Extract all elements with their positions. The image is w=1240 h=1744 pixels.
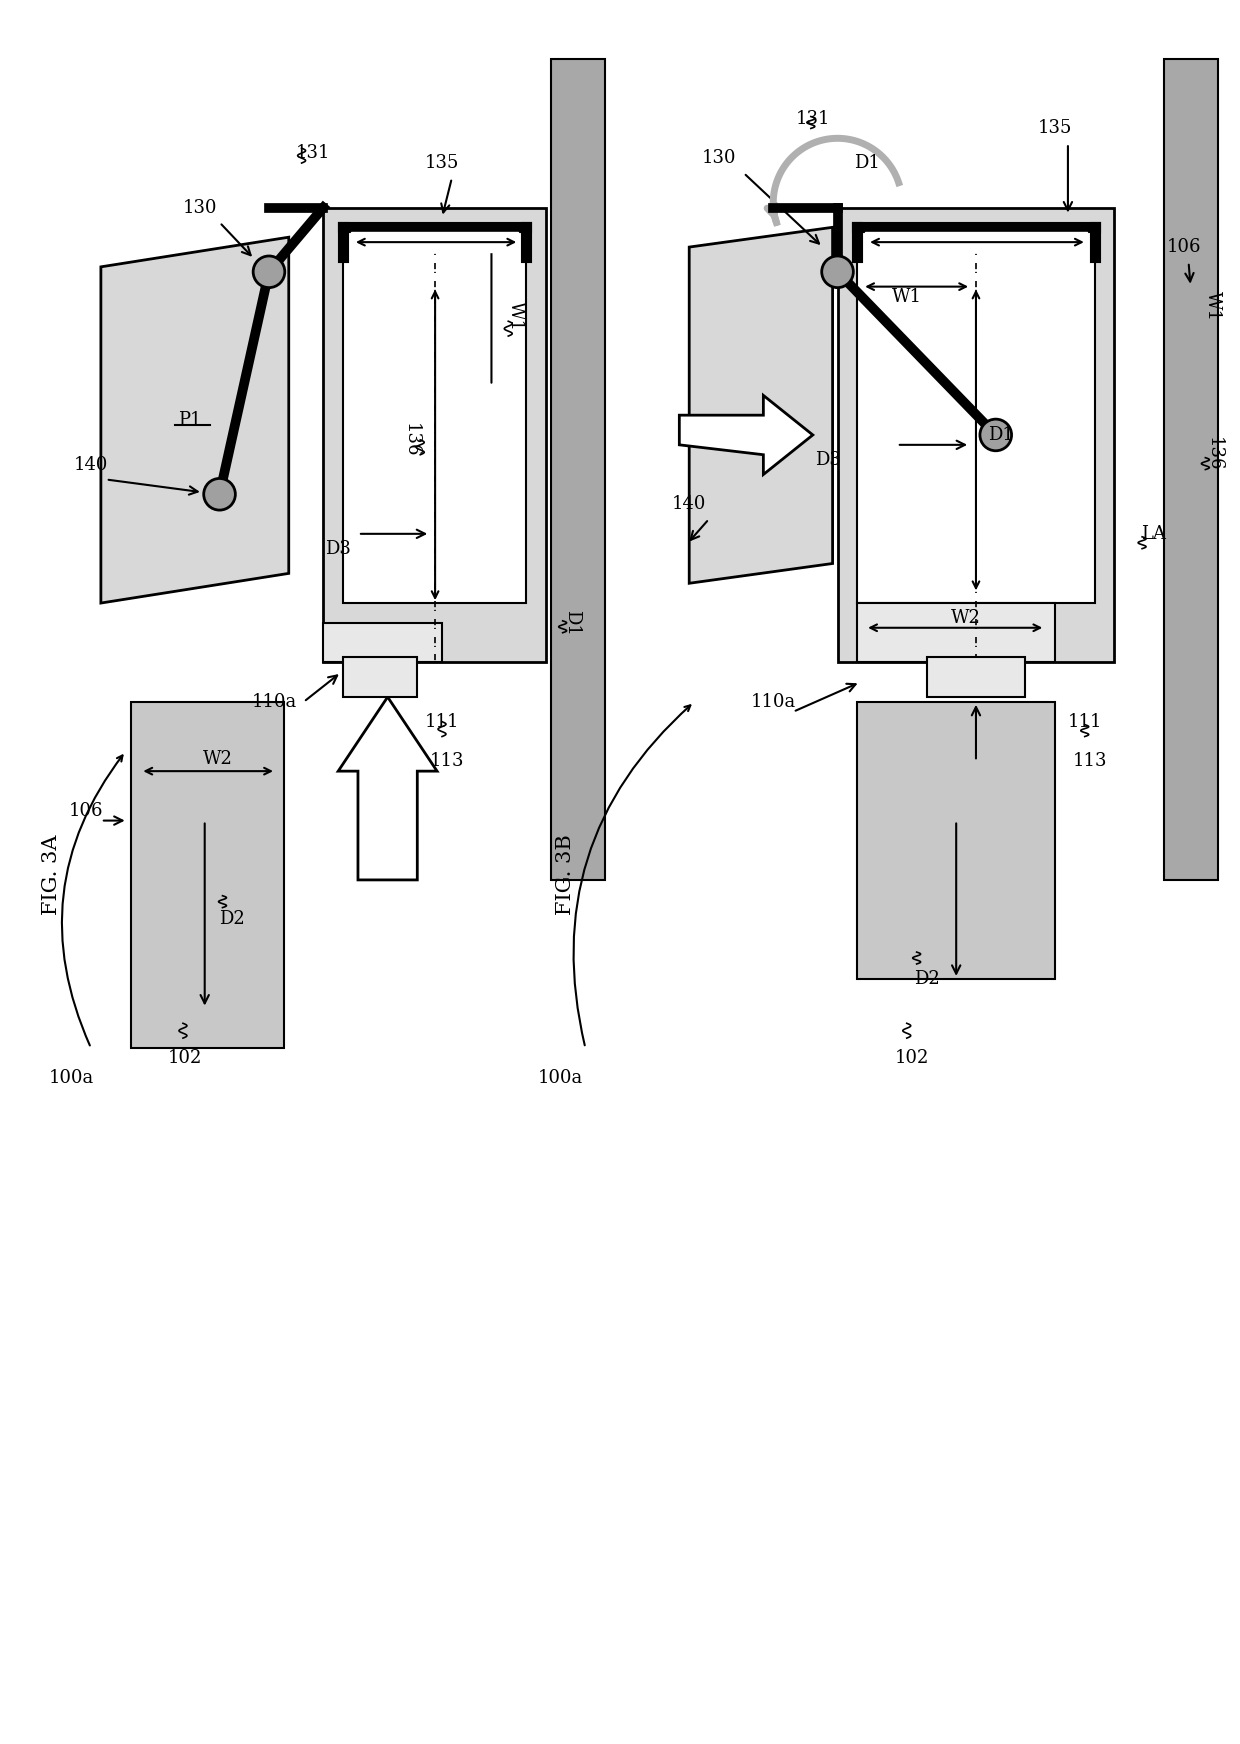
Text: LA: LA	[1142, 525, 1167, 542]
Bar	[866, 232, 1086, 253]
Text: 131: 131	[296, 145, 331, 162]
Text: 111: 111	[425, 713, 459, 731]
Text: D2: D2	[914, 970, 940, 987]
Text: 111: 111	[1068, 713, 1102, 731]
Text: 130: 130	[702, 148, 737, 167]
Polygon shape	[680, 396, 812, 474]
Bar	[551, 59, 605, 881]
Polygon shape	[689, 227, 832, 582]
Text: W1: W1	[1204, 291, 1223, 321]
Text: FIG. 3B: FIG. 3B	[556, 835, 575, 916]
Bar	[130, 701, 284, 1048]
Text: P1: P1	[179, 412, 202, 429]
Text: 113: 113	[1073, 752, 1107, 771]
Bar	[343, 657, 418, 698]
Text: W2: W2	[202, 750, 232, 769]
Text: 140: 140	[74, 455, 108, 474]
Bar	[1164, 59, 1218, 881]
Text: 136: 136	[402, 422, 419, 457]
Text: 113: 113	[430, 752, 464, 771]
Circle shape	[203, 478, 236, 509]
Text: 140: 140	[672, 495, 707, 513]
Text: W1: W1	[507, 302, 526, 331]
Text: W1: W1	[892, 288, 921, 305]
Bar	[926, 657, 1025, 698]
Bar	[351, 232, 518, 253]
Text: 131: 131	[796, 110, 830, 127]
Circle shape	[980, 419, 1012, 450]
Text: 100a: 100a	[538, 1069, 583, 1087]
Text: 110a: 110a	[252, 692, 296, 712]
Bar	[857, 603, 1055, 663]
Circle shape	[253, 256, 285, 288]
Polygon shape	[339, 698, 436, 881]
Text: D3: D3	[815, 450, 841, 469]
Text: D3: D3	[325, 539, 351, 558]
Text: FIG. 3A: FIG. 3A	[42, 835, 61, 916]
Bar	[837, 208, 1115, 663]
Bar	[324, 208, 546, 663]
Text: 136: 136	[1204, 438, 1223, 473]
Text: D1: D1	[563, 610, 582, 637]
Circle shape	[822, 256, 853, 288]
Bar	[343, 227, 526, 603]
Text: D1: D1	[854, 153, 880, 173]
Text: 135: 135	[1038, 119, 1073, 138]
Text: 110a: 110a	[750, 692, 796, 712]
Text: W2: W2	[951, 609, 981, 626]
Text: 106: 106	[1167, 239, 1200, 256]
Polygon shape	[100, 237, 289, 603]
Bar	[857, 701, 1055, 978]
Text: 106: 106	[68, 802, 103, 820]
Text: 100a: 100a	[48, 1069, 94, 1087]
Text: 102: 102	[167, 1048, 202, 1067]
Text: 102: 102	[894, 1048, 929, 1067]
Bar	[324, 623, 441, 663]
Text: D2: D2	[219, 910, 246, 928]
Bar	[857, 227, 1095, 603]
Text: D1: D1	[988, 426, 1013, 445]
Text: 135: 135	[425, 153, 459, 173]
Text: 130: 130	[182, 199, 217, 216]
